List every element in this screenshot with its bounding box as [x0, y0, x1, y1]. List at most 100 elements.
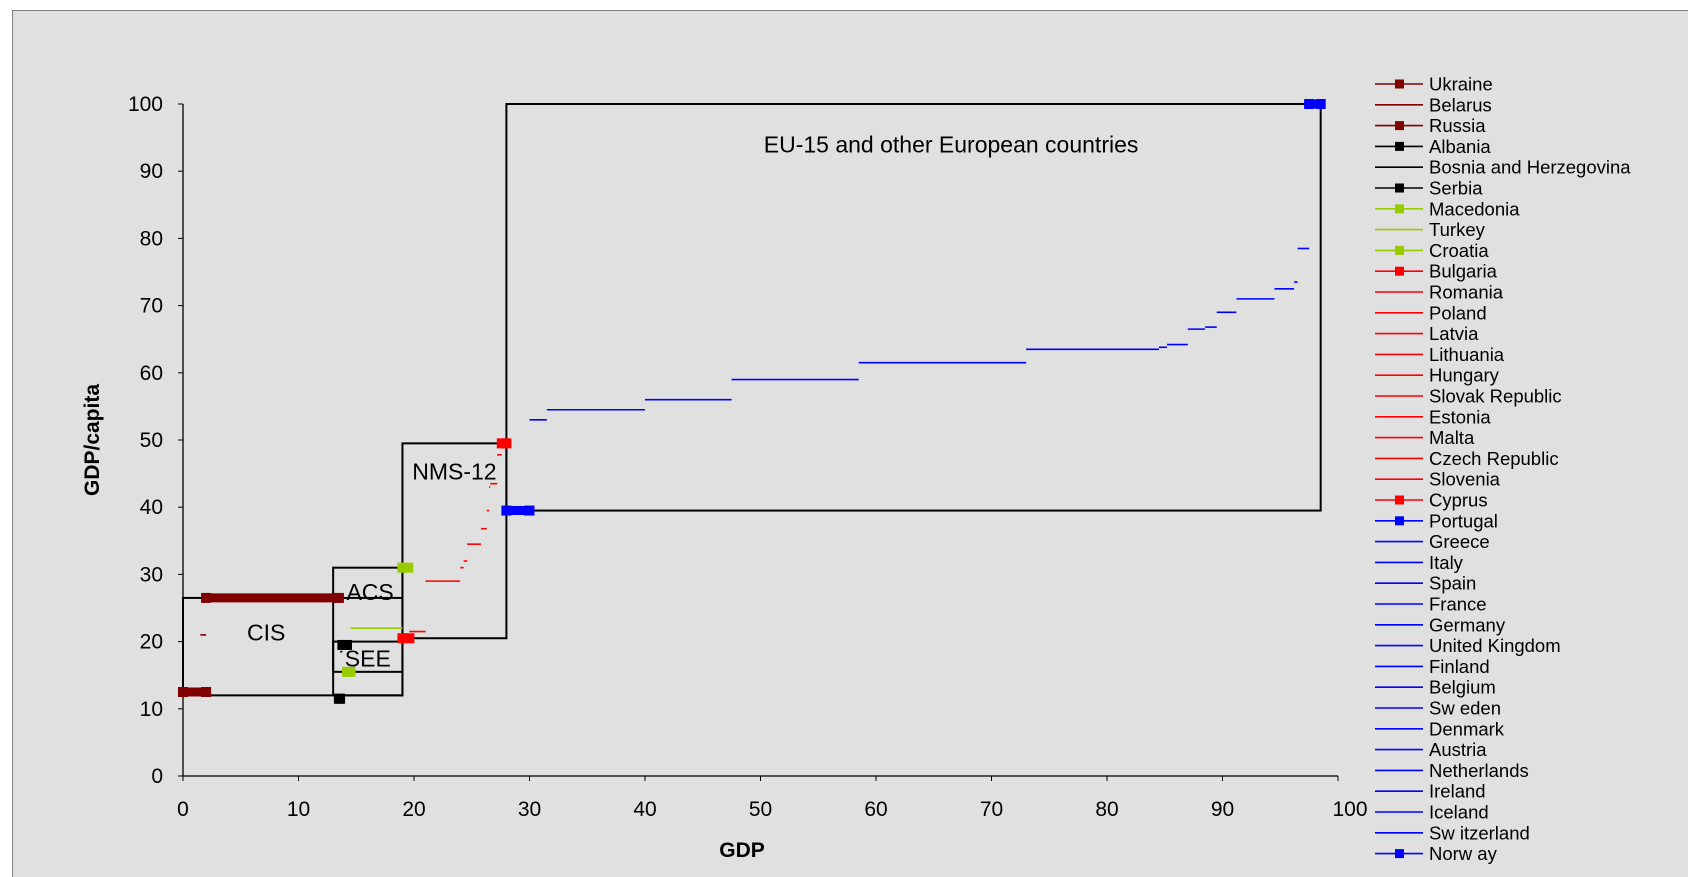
- region-boxes: [182, 103, 1322, 697]
- series-marker: [501, 438, 512, 449]
- x-tick-label: 100: [1332, 798, 1367, 821]
- legend-label: Iceland: [1429, 802, 1489, 823]
- legend-swatch-marker: [1395, 183, 1404, 193]
- legend-swatch-marker: [1395, 245, 1404, 255]
- y-tick-label: 100: [128, 93, 163, 116]
- legend-label: Serbia: [1429, 178, 1483, 199]
- series-marker: [403, 562, 414, 573]
- legend-label: Sw eden: [1429, 698, 1501, 719]
- y-axis-title: GDP/capita: [81, 384, 104, 496]
- series-marker: [397, 633, 408, 644]
- region-label: SEE: [345, 645, 391, 671]
- x-tick-label: 40: [633, 798, 656, 821]
- region-label: CIS: [247, 619, 285, 645]
- y-tick-label: 60: [140, 362, 163, 385]
- legend-label: Turkey: [1429, 219, 1486, 240]
- legend-label: Bulgaria: [1429, 261, 1498, 282]
- region-labels: CIS ACS SEE NMS-12 EU-15 and other European …: [247, 131, 1138, 671]
- x-tick-label: 10: [287, 798, 310, 821]
- legend-swatch-marker: [1395, 495, 1404, 505]
- legend-label: Netherlands: [1429, 760, 1529, 781]
- legend-label: Finland: [1429, 656, 1490, 677]
- legend-label: Malta: [1429, 427, 1475, 448]
- series-marker: [335, 693, 346, 704]
- legend-label: Poland: [1429, 302, 1487, 323]
- region-box: [505, 103, 1322, 512]
- legend-label: Sw itzerland: [1429, 822, 1530, 843]
- plot-axes: [182, 104, 1338, 777]
- series-marker: [404, 633, 415, 644]
- legend-label: Czech Republic: [1429, 448, 1559, 469]
- x-tick-label: 90: [1211, 798, 1234, 821]
- legend-label: Belarus: [1429, 94, 1492, 115]
- legend-label: United Kingdom: [1429, 635, 1561, 656]
- legend-label: Austria: [1429, 739, 1487, 760]
- x-tick-label: 30: [518, 798, 541, 821]
- y-tick-label: 40: [140, 496, 163, 519]
- series-marker: [397, 562, 408, 573]
- legend-swatch-marker: [1395, 204, 1404, 214]
- series-marker: [524, 505, 535, 516]
- series-lines: [178, 99, 1326, 704]
- x-axis-title: GDP: [719, 839, 765, 862]
- y-tick-label: 20: [140, 631, 163, 654]
- region-box: [332, 640, 404, 673]
- region-box: [401, 442, 508, 640]
- legend-label: Slovenia: [1429, 469, 1501, 490]
- legend-label: Latvia: [1429, 323, 1479, 344]
- legend-label: Macedonia: [1429, 198, 1520, 219]
- legend-label: Norw ay: [1429, 843, 1498, 864]
- series-marker: [1304, 99, 1315, 109]
- legend-label: Spain: [1429, 573, 1476, 594]
- series-marker: [1315, 99, 1326, 109]
- series-marker: [345, 666, 356, 677]
- series-marker: [333, 592, 344, 603]
- legend-label: Ukraine: [1429, 74, 1493, 95]
- y-tick-label: 90: [140, 160, 163, 183]
- series-marker: [201, 687, 212, 697]
- legend-label: Russia: [1429, 115, 1486, 136]
- legend-label: Albania: [1429, 136, 1491, 157]
- y-tick-label: 80: [140, 227, 163, 250]
- legend-label: Ireland: [1429, 781, 1486, 802]
- series-marker: [342, 639, 353, 650]
- y-tick-label: 30: [140, 563, 163, 586]
- x-tick-label: 0: [177, 798, 189, 821]
- series-marker: [201, 592, 212, 603]
- legend-swatch-marker: [1395, 141, 1404, 151]
- legend-label: Portugal: [1429, 510, 1498, 531]
- legend-swatch-marker: [1395, 849, 1404, 859]
- legend-label: Cyprus: [1429, 490, 1488, 511]
- x-tick-label: 70: [980, 798, 1003, 821]
- legend-label: Croatia: [1429, 240, 1489, 261]
- region-label: NMS-12: [412, 459, 496, 485]
- legend-label: Romania: [1429, 282, 1504, 303]
- y-axis-ticks: 0 10 20 30 40 50 60 70 80 90 100: [128, 93, 183, 788]
- legend-label: Hungary: [1429, 365, 1500, 386]
- legend-label: Bosnia and Herzegovina: [1429, 157, 1631, 178]
- legend-swatch-marker: [1395, 266, 1404, 276]
- x-tick-label: 20: [402, 798, 425, 821]
- chart-area: [12, 10, 1688, 877]
- x-axis-ticks: 0 10 20 30 40 50 60 70 80 90 100: [177, 776, 1368, 821]
- region-label: EU-15 and other European countries: [764, 131, 1139, 157]
- legend-label: Greece: [1429, 531, 1490, 552]
- legend-label: Estonia: [1429, 406, 1491, 427]
- y-tick-label: 0: [151, 765, 163, 788]
- legend-swatch-marker: [1395, 121, 1404, 131]
- legend-label: Germany: [1429, 614, 1506, 635]
- x-tick-label: 80: [1095, 798, 1118, 821]
- y-tick-label: 70: [140, 295, 163, 318]
- x-tick-label: 50: [749, 798, 772, 821]
- legend-label: Italy: [1429, 552, 1464, 573]
- series-marker: [178, 687, 188, 697]
- legend-label: Lithuania: [1429, 344, 1505, 365]
- legend-swatch-marker: [1395, 79, 1404, 89]
- x-tick-label: 60: [864, 798, 887, 821]
- legend-label: Denmark: [1429, 718, 1505, 739]
- region-label: ACS: [346, 579, 393, 605]
- legend-label: Belgium: [1429, 677, 1496, 698]
- legend-swatch-marker: [1395, 516, 1404, 526]
